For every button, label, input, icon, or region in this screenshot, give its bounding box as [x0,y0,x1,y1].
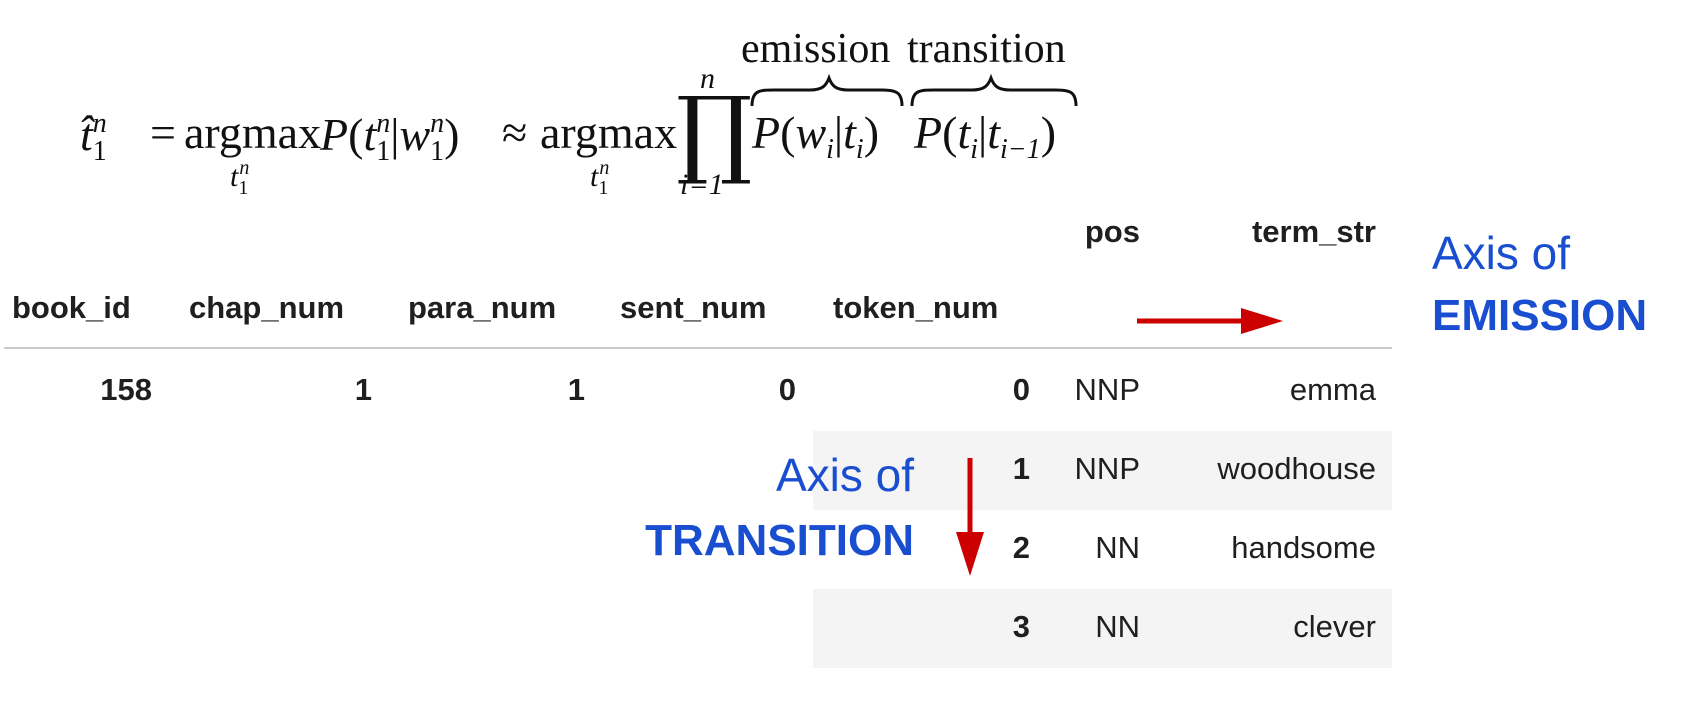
header-rule [4,347,1392,349]
transition-arrow-icon [956,458,984,576]
index-para-num: 1 [567,372,585,407]
column-header-pos: pos [1084,214,1140,249]
emission-arrow-icon [1137,308,1283,334]
formula-argmax-2: argmax [540,107,678,158]
emission-axis-label-line1: Axis of [1432,227,1571,279]
row-stripe-3 [813,589,1392,668]
formula-product: ∏ [676,76,753,188]
term-str-cell: handsome [1231,530,1376,565]
term-str-cell: clever [1293,609,1376,644]
index-name-para-num: para_num [408,290,557,325]
transition-overbrace [910,73,1078,107]
formula-argmax-1-sub: t1n [230,157,250,199]
pos-cell: NN [1095,609,1140,644]
index-name-sent-num: sent_num [620,290,767,325]
token-num-cell: 2 [1012,530,1030,565]
term-str-cell: woodhouse [1217,451,1376,486]
emission-overbrace [750,73,904,107]
formula-overbraces [750,73,1078,107]
formula-approx: ≈ [502,107,528,158]
pos-cell: NNP [1074,372,1140,407]
viterbi-formula: t̂1n = argmax t1n P(t1n|w1n) ≈ argmax t1… [0,0,1100,210]
index-sent-num: 0 [778,372,796,407]
formula-transition-term: P(ti|ti−1) [914,107,1057,165]
index-name-token-num: token_num [833,290,999,325]
formula-lhs: t̂1n [80,108,107,167]
token-num-cell: 1 [1012,451,1030,486]
formula-argmax-2-sub: t1n [590,157,610,199]
emission-axis-label-line2: EMISSION [1432,291,1648,340]
pos-cell: NN [1095,530,1140,565]
index-name-chap-num: chap_num [189,290,345,325]
formula-equals: = [150,107,176,158]
pos-cell: NNP [1074,451,1140,486]
transition-axis-label-line2: TRANSITION [645,516,914,565]
index-book-id: 158 [100,372,152,407]
formula-argmax-1: argmax [184,107,322,158]
row-stripe-1 [813,431,1392,510]
formula-posterior: P(t1n|w1n) [320,108,460,167]
index-name-book-id: book_id [12,290,131,325]
term-str-cell: emma [1289,372,1376,407]
token-num-cell: 3 [1012,609,1030,644]
formula-emission-term: P(wi|ti) [752,107,880,165]
formula-prod-upper: n [700,62,715,95]
formula-emission-label: emission [741,26,891,72]
token-num-cell: 0 [1012,372,1030,407]
column-header-term-str: term_str [1251,214,1376,249]
formula-transition-label: transition [907,26,1066,72]
formula-prod-lower: i=1 [680,168,724,201]
index-chap-num: 1 [354,372,372,407]
transition-axis-label-line1: Axis of [775,449,914,501]
